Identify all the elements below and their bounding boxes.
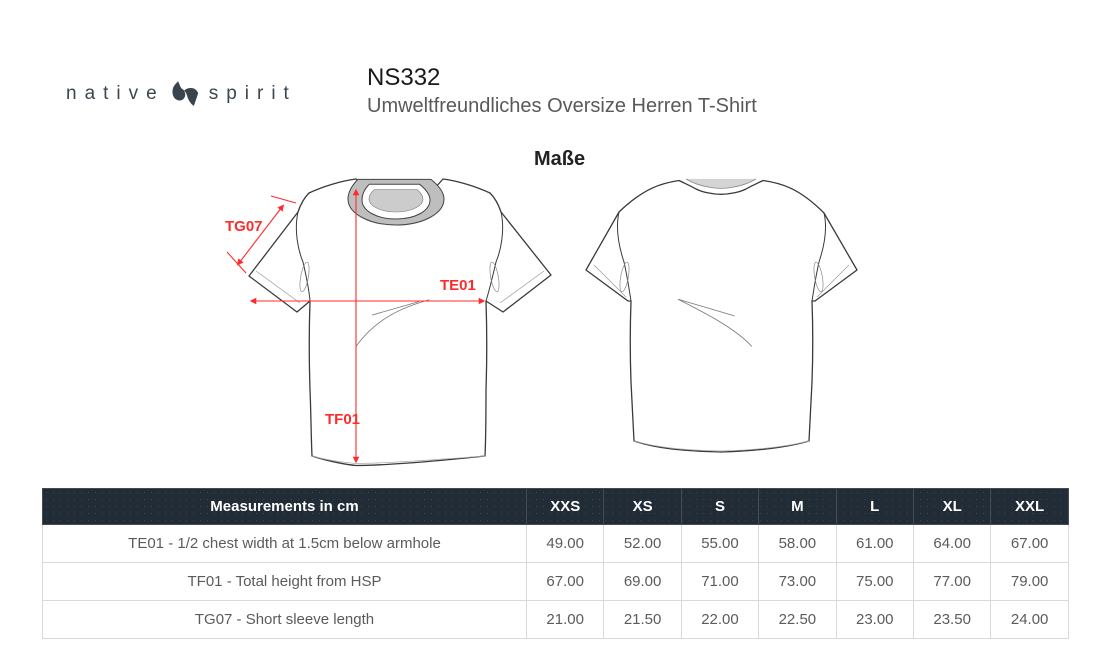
svg-text:TF01: TF01 — [325, 411, 360, 428]
svg-text:TE01: TE01 — [440, 277, 476, 294]
svg-text:TG07: TG07 — [225, 218, 263, 235]
